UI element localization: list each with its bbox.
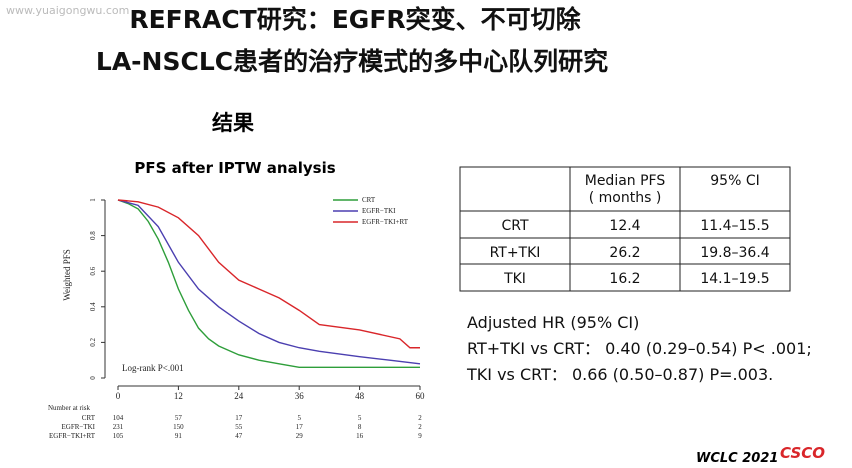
risk-count: 17: [296, 423, 304, 431]
risk-count: 2: [418, 423, 422, 431]
watermark: www.yuaigongwu.com: [6, 4, 129, 17]
table-header: 95% CI: [710, 173, 759, 189]
slide-title: REFRACT研究：EGFR突变、不可切除: [129, 5, 581, 34]
risk-count: 5: [297, 414, 301, 422]
table-border: [459, 166, 791, 292]
risk-count: 47: [235, 432, 243, 440]
risk-count: 8: [358, 423, 362, 431]
hr-text: RT+TKI vs CRT： 0.40 (0.29–0.54) P< .001;: [467, 339, 812, 358]
y-tick-label: 0.4: [89, 302, 97, 311]
risk-count: 91: [175, 432, 183, 440]
risk-title: Number at risk: [48, 404, 90, 412]
y-tick-label: 0.8: [89, 231, 97, 240]
table-cell: TKI: [503, 271, 526, 287]
y-tick-label: 0.2: [89, 338, 97, 347]
risk-count: 104: [113, 414, 124, 422]
legend-label: EGFR−TKI: [362, 207, 396, 215]
table-cell: CRT: [501, 218, 528, 234]
risk-row-label: EGFR−TKI: [61, 423, 95, 431]
table-cell: 11.4–15.5: [700, 218, 769, 234]
risk-count: 16: [356, 432, 364, 440]
km-curve: [117, 199, 421, 365]
risk-count: 5: [358, 414, 362, 422]
x-tick-label: 48: [355, 391, 365, 401]
logo: CSCO: [780, 444, 825, 462]
x-tick-label: 60: [416, 391, 426, 401]
legend-label: CRT: [362, 196, 376, 204]
conference: WCLC 2021: [696, 451, 778, 466]
risk-count: 17: [235, 414, 243, 422]
x-tick-label: 24: [234, 391, 244, 401]
table-cell: RT+TKI: [490, 245, 541, 261]
chart-title: PFS after IPTW analysis: [134, 159, 335, 177]
x-tick-label: 0: [116, 391, 121, 401]
km-curve: [117, 199, 420, 349]
slide-title: LA-NSCLC患者的治疗模式的多中心队列研究: [96, 47, 608, 76]
y-tick-label: 0: [89, 376, 97, 380]
risk-count: 231: [113, 423, 124, 431]
risk-count: 2: [418, 414, 422, 422]
risk-count: 57: [175, 414, 183, 422]
table-cell: 12.4: [609, 218, 640, 234]
table-cell: 26.2: [609, 245, 640, 261]
legend-label: EGFR−TKI+RT: [362, 218, 409, 226]
risk-row-label: CRT: [82, 414, 96, 422]
table-cell: 16.2: [609, 271, 640, 287]
risk-count: 55: [235, 423, 243, 431]
x-tick-label: 12: [174, 391, 183, 401]
hr-text: TKI vs CRT： 0.66 (0.50–0.87) P=.003.: [466, 365, 773, 384]
km-curve: [117, 199, 420, 369]
section-title: 结果: [212, 111, 254, 135]
risk-count: 29: [296, 432, 304, 440]
risk-count: 9: [418, 432, 422, 440]
x-tick-label: 36: [295, 391, 305, 401]
risk-row-label: EGFR−TKI+RT: [49, 432, 96, 440]
table-header: Median PFS: [585, 173, 666, 189]
y-tick-label: 1: [89, 198, 97, 202]
risk-count: 150: [173, 423, 184, 431]
table-header: ( months ): [589, 190, 662, 206]
annotation: Log-rank P<.001: [122, 363, 184, 373]
y-tick-label: 0.6: [89, 266, 97, 275]
y-axis-label: Weighted PFS: [62, 249, 72, 301]
risk-count: 105: [113, 432, 124, 440]
table-cell: 19.8–36.4: [700, 245, 769, 261]
table-cell: 14.1–19.5: [700, 271, 769, 287]
hr-text: Adjusted HR (95% CI): [467, 313, 639, 332]
